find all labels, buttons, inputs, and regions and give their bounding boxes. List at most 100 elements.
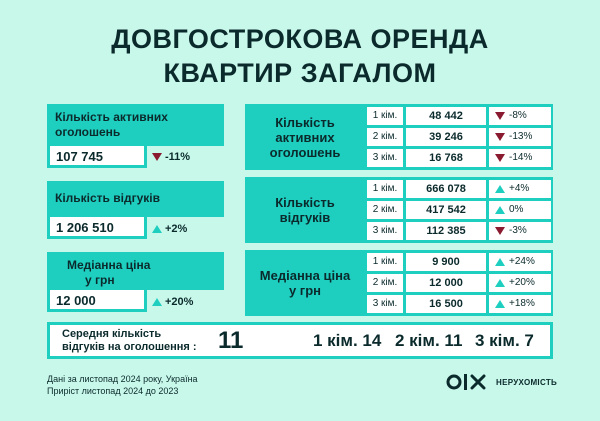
left-active-label-line2: оголошень bbox=[55, 125, 121, 139]
right-responses-label-line2: відгуків bbox=[279, 210, 331, 225]
row-value: 417 542 bbox=[406, 201, 486, 219]
down-arrow-icon bbox=[495, 133, 505, 141]
up-arrow-icon bbox=[495, 258, 505, 266]
row-change: +24% bbox=[489, 253, 551, 271]
footer-line-1: Дані за листопад 2024 року, Україна bbox=[47, 374, 198, 384]
row-value: 666 078 bbox=[406, 180, 486, 198]
title-line-2: КВАРТИР ЗАГАЛОМ bbox=[163, 58, 437, 88]
up-arrow-icon bbox=[152, 225, 162, 233]
up-arrow-icon bbox=[495, 185, 505, 193]
left-price-change-text: +20% bbox=[165, 296, 194, 308]
right-active-label-line1: Кількість bbox=[275, 114, 335, 130]
up-arrow-icon bbox=[495, 206, 505, 214]
right-price-label-line1: Медіанна ціна bbox=[259, 268, 351, 283]
row-change-text: -13% bbox=[509, 131, 533, 142]
left-responses-value: 1 206 510 bbox=[47, 217, 147, 239]
right-responses-label: Кількість відгуків bbox=[245, 177, 365, 243]
title-line-1: ДОВГОСТРОКОВА ОРЕНДА bbox=[111, 24, 489, 54]
up-arrow-icon bbox=[495, 279, 505, 287]
left-active-change-text: -11% bbox=[165, 151, 191, 163]
rooms-label: 1 кім. bbox=[367, 180, 403, 198]
avg-responses-2room: 2 кім. 11 bbox=[395, 331, 463, 350]
down-arrow-icon bbox=[495, 154, 505, 162]
row-change: +18% bbox=[489, 295, 551, 313]
down-arrow-icon bbox=[495, 112, 505, 120]
row-change-text: -3% bbox=[509, 225, 527, 236]
row-change-text: +24% bbox=[509, 256, 535, 267]
right-price-block: Медіанна ціна у грн 1 кім. 9 900 +24% 2 … bbox=[245, 250, 553, 316]
row-change-text: +18% bbox=[509, 298, 535, 309]
table-row: 3 кім. 16 768 -14% bbox=[367, 149, 551, 169]
page-title: ДОВГОСТРОКОВА ОРЕНДА КВАРТИР ЗАГАЛОМ bbox=[0, 22, 600, 90]
rooms-label: 2 кім. bbox=[367, 274, 403, 292]
olx-logo: НЕРУХОМІСТЬ bbox=[446, 372, 557, 392]
left-responses-label: Кількість відгуків bbox=[47, 181, 224, 217]
left-active-label-line1: Кількість активних bbox=[55, 110, 168, 124]
left-active-change: -11% bbox=[152, 150, 190, 164]
row-change: 0% bbox=[489, 201, 551, 219]
left-price-label: Медіанна ціна у грн bbox=[47, 252, 224, 290]
left-price-label-line1: Медіанна ціна bbox=[67, 258, 151, 272]
rooms-label: 2 кім. bbox=[367, 128, 403, 146]
row-value: 39 246 bbox=[406, 128, 486, 146]
table-row: 2 кім. 39 246 -13% bbox=[367, 128, 551, 148]
down-arrow-icon bbox=[152, 153, 162, 161]
rooms-label: 3 кім. bbox=[367, 222, 403, 240]
row-change-text: -14% bbox=[509, 152, 533, 163]
logo-text: НЕРУХОМІСТЬ bbox=[496, 377, 558, 387]
left-price-value: 12 000 bbox=[47, 290, 147, 312]
row-value: 112 385 bbox=[406, 222, 486, 240]
row-change: -8% bbox=[489, 107, 551, 125]
row-change-text: +4% bbox=[509, 183, 530, 194]
right-responses-label-line1: Кількість bbox=[275, 195, 335, 210]
footer-note: Дані за листопад 2024 року, Україна Прир… bbox=[47, 373, 198, 397]
left-responses-change-text: +2% bbox=[165, 223, 188, 235]
rooms-label: 1 кім. bbox=[367, 107, 403, 125]
avg-responses-1room: 1 кім. 14 bbox=[313, 331, 382, 350]
avg-responses-3room: 3 кім. 7 bbox=[475, 331, 534, 350]
right-price-label: Медіанна ціна у грн bbox=[245, 250, 365, 316]
rooms-label: 2 кім. bbox=[367, 201, 403, 219]
left-responses-change: +2% bbox=[152, 222, 187, 236]
table-row: 2 кім. 417 542 0% bbox=[367, 201, 551, 221]
rooms-label: 1 кім. bbox=[367, 253, 403, 271]
row-change-text: +20% bbox=[509, 277, 535, 288]
row-change: -14% bbox=[489, 149, 551, 167]
row-change-text: 0% bbox=[509, 204, 524, 215]
row-value: 9 900 bbox=[406, 253, 486, 271]
left-price-label-line2: у грн bbox=[85, 273, 115, 287]
down-arrow-icon bbox=[495, 227, 505, 235]
rooms-label: 3 кім. bbox=[367, 295, 403, 313]
avg-responses-bar: Середня кількість відгуків на оголошення… bbox=[47, 322, 553, 359]
up-arrow-icon bbox=[152, 298, 162, 306]
row-value: 12 000 bbox=[406, 274, 486, 292]
avg-responses-label-line1: Середня кількість bbox=[62, 328, 162, 340]
left-active-label: Кількість активних оголошень bbox=[47, 104, 224, 146]
right-responses-block: Кількість відгуків 1 кім. 666 078 +4% 2 … bbox=[245, 177, 553, 243]
rooms-label: 3 кім. bbox=[367, 149, 403, 167]
avg-responses-label: Середня кількість відгуків на оголошення… bbox=[62, 328, 197, 354]
table-row: 3 кім. 16 500 +18% bbox=[367, 295, 551, 315]
left-active-value: 107 745 bbox=[47, 146, 147, 168]
left-price-change: +20% bbox=[152, 295, 193, 309]
row-value: 48 442 bbox=[406, 107, 486, 125]
table-row: 1 кім. 48 442 -8% bbox=[367, 107, 551, 127]
row-value: 16 768 bbox=[406, 149, 486, 167]
table-row: 3 кім. 112 385 -3% bbox=[367, 222, 551, 242]
olx-logo-icon bbox=[446, 374, 486, 390]
footer-line-2: Приріст листопад 2024 до 2023 bbox=[47, 386, 179, 396]
row-change: -13% bbox=[489, 128, 551, 146]
row-change: +20% bbox=[489, 274, 551, 292]
up-arrow-icon bbox=[495, 300, 505, 308]
right-price-label-line2: у грн bbox=[288, 283, 322, 298]
avg-responses-label-line2: відгуків на оголошення : bbox=[62, 341, 197, 353]
row-change: -3% bbox=[489, 222, 551, 240]
row-change: +4% bbox=[489, 180, 551, 198]
right-active-label-line3: оголошень bbox=[269, 144, 341, 160]
right-active-label-line2: активних bbox=[275, 129, 335, 145]
row-value: 16 500 bbox=[406, 295, 486, 313]
right-active-block: Кількість активних оголошень 1 кім. 48 4… bbox=[245, 104, 553, 170]
avg-responses-total: 11 bbox=[218, 327, 244, 354]
right-active-label: Кількість активних оголошень bbox=[245, 104, 365, 170]
table-row: 1 кім. 666 078 +4% bbox=[367, 180, 551, 200]
